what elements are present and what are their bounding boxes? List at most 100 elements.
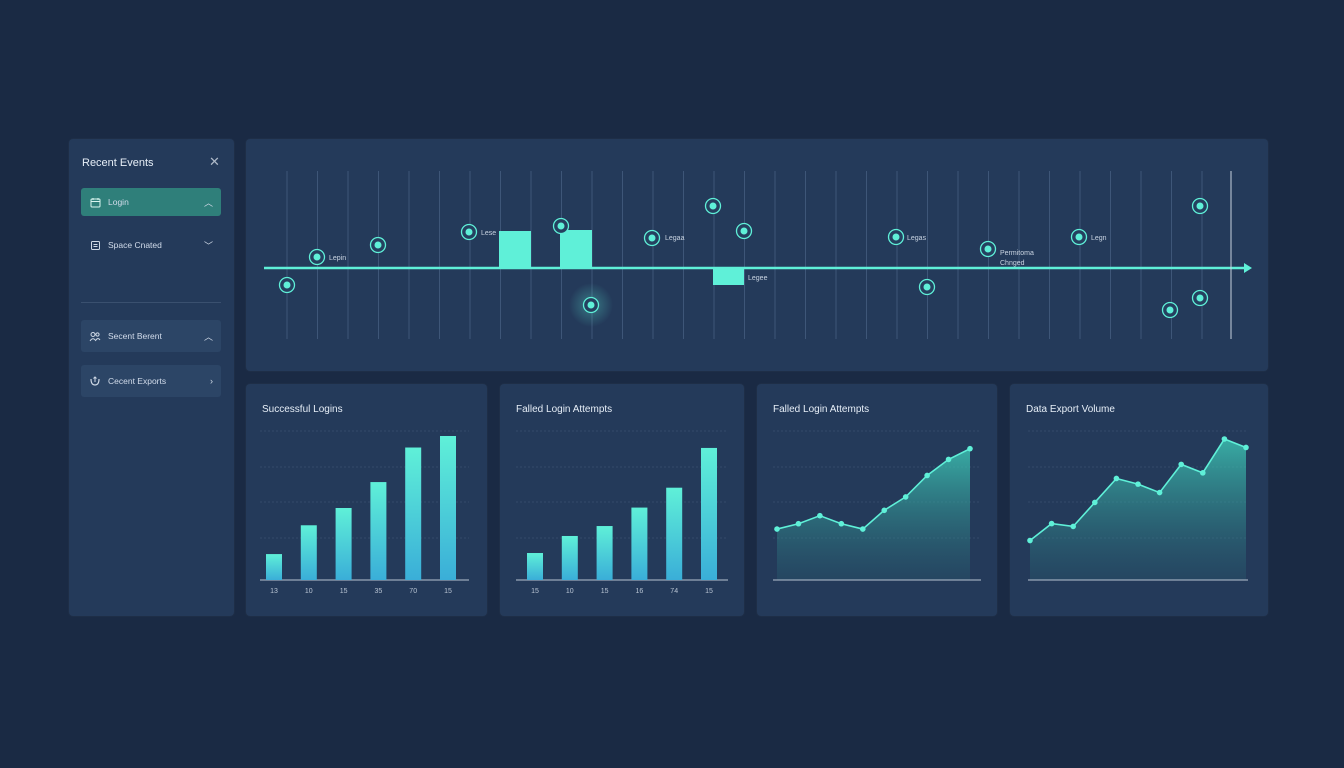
data-export-volume-card: Data Export Volume bbox=[1010, 384, 1268, 616]
x-tick-label: 15 bbox=[444, 588, 452, 595]
timeline-event-dot bbox=[709, 202, 717, 210]
data-point[interactable] bbox=[1113, 475, 1120, 482]
x-tick-label: 35 bbox=[375, 588, 383, 595]
successful-logins-chart: 13 10 15 35 70 15 bbox=[260, 430, 469, 595]
failed-login-attempts-area-chart bbox=[773, 430, 981, 581]
bar[interactable] bbox=[596, 526, 613, 580]
data-point[interactable] bbox=[1027, 537, 1033, 544]
area-fill bbox=[1030, 439, 1246, 580]
timeline-label: Lese bbox=[481, 230, 496, 237]
bar[interactable] bbox=[405, 447, 422, 580]
bar[interactable] bbox=[370, 482, 387, 580]
timeline-event-dot bbox=[587, 301, 595, 309]
data-point[interactable] bbox=[1200, 470, 1206, 476]
data-point[interactable] bbox=[1092, 499, 1098, 506]
card-title: Successful Logins bbox=[262, 404, 343, 415]
area-fill bbox=[777, 448, 970, 580]
timeline-event-dot bbox=[1166, 306, 1174, 314]
bar[interactable] bbox=[631, 507, 648, 580]
timeline-event-dot bbox=[1075, 233, 1083, 241]
chevron-up-icon: ︿ bbox=[203, 197, 213, 208]
timeline-label: Legaa bbox=[665, 235, 685, 242]
close-icon[interactable]: ✕ bbox=[209, 154, 220, 169]
sidebar-item-label: Login bbox=[108, 197, 129, 207]
sidebar-item-label: Space Cnated bbox=[108, 240, 162, 250]
failed-login-attempts-bar-card: 15 10 15 16 74 15 Falled Login Attempts bbox=[500, 384, 744, 616]
data-point[interactable] bbox=[1070, 523, 1076, 530]
data-point[interactable] bbox=[1221, 436, 1228, 442]
timeline-event-block[interactable] bbox=[499, 231, 531, 268]
successful-logins-card: 13 10 15 35 70 15 Successful Logins bbox=[246, 384, 487, 616]
chevron-right-icon: › bbox=[210, 376, 213, 386]
data-point[interactable] bbox=[1135, 481, 1141, 487]
timeline-event-block[interactable] bbox=[560, 230, 592, 268]
timeline-svg: Lepin Lese Legaa Legee Legas Permitoma C… bbox=[264, 171, 1252, 339]
sidebar-item-secent-berent[interactable]: Secent Berent ︿ bbox=[81, 320, 221, 352]
data-point[interactable] bbox=[1178, 461, 1184, 468]
data-point[interactable] bbox=[817, 512, 823, 519]
export-icon bbox=[89, 375, 101, 387]
card-title: Data Export Volume bbox=[1026, 404, 1115, 415]
card-title: Falled Login Attempts bbox=[516, 404, 613, 415]
data-point[interactable] bbox=[902, 494, 909, 500]
x-tick-label: 70 bbox=[409, 588, 417, 595]
timeline-label: Chnged bbox=[1000, 260, 1025, 267]
sidebar-divider bbox=[81, 302, 221, 303]
data-point[interactable] bbox=[795, 520, 802, 527]
data-export-volume-chart bbox=[1027, 430, 1249, 581]
data-point[interactable] bbox=[967, 445, 973, 452]
data-point[interactable] bbox=[1243, 444, 1249, 451]
recent-events-panel: Recent Events ✕ Login ︿ Space Cnated ﹀ S… bbox=[69, 139, 234, 616]
data-point[interactable] bbox=[881, 507, 888, 514]
x-tick-label: 13 bbox=[270, 588, 278, 595]
data-point[interactable] bbox=[924, 472, 930, 479]
sidebar-item-login[interactable]: Login ︿ bbox=[81, 188, 221, 216]
timeline-label: Legn bbox=[1091, 235, 1107, 242]
timeline-event-dot bbox=[374, 241, 382, 249]
timeline-label: Permitoma bbox=[1000, 250, 1034, 257]
data-point[interactable] bbox=[1048, 520, 1055, 527]
x-tick-label: 15 bbox=[601, 588, 609, 595]
event-timeline: Lepin Lese Legaa Legee Legas Permitoma C… bbox=[246, 139, 1268, 371]
bar[interactable] bbox=[335, 508, 352, 580]
timeline-event-dot bbox=[465, 228, 473, 236]
series-line bbox=[776, 447, 971, 530]
timeline-event-dot bbox=[923, 283, 931, 291]
timeline-event-dot bbox=[892, 233, 900, 241]
timeline-event-dot bbox=[1196, 294, 1204, 302]
bar[interactable] bbox=[561, 535, 578, 580]
timeline-event-dot bbox=[984, 245, 992, 253]
document-icon bbox=[89, 239, 101, 251]
data-point[interactable] bbox=[774, 526, 780, 532]
timeline-gridlines bbox=[286, 171, 1203, 339]
data-point[interactable] bbox=[859, 526, 866, 532]
timeline-event-dot bbox=[648, 234, 656, 242]
sidebar-item-space-created[interactable]: Space Cnated ﹀ bbox=[81, 231, 221, 259]
bar[interactable] bbox=[666, 487, 683, 580]
sidebar-title: Recent Events bbox=[82, 157, 154, 169]
timeline-label: Lepin bbox=[329, 255, 346, 262]
timeline-event-block[interactable] bbox=[713, 268, 744, 285]
sidebar-item-label: Cecent Exports bbox=[108, 376, 167, 386]
sidebar-item-cecent-exports[interactable]: Cecent Exports › bbox=[81, 365, 221, 397]
timeline-event-dot bbox=[740, 227, 748, 235]
users-icon bbox=[89, 330, 101, 342]
bar[interactable] bbox=[701, 447, 717, 580]
timeline-event-dot bbox=[313, 253, 321, 261]
bar[interactable] bbox=[440, 436, 456, 580]
timeline-label: Legee bbox=[748, 275, 768, 282]
bar[interactable] bbox=[266, 554, 282, 580]
x-tick-label: 16 bbox=[636, 588, 644, 595]
data-point[interactable] bbox=[838, 520, 845, 527]
data-point[interactable] bbox=[945, 456, 952, 463]
bar[interactable] bbox=[300, 525, 317, 580]
bar[interactable] bbox=[527, 553, 543, 580]
timeline-event-dot bbox=[557, 222, 565, 230]
data-point[interactable] bbox=[1156, 489, 1163, 496]
chevron-down-icon: ﹀ bbox=[203, 240, 213, 251]
x-tick-label: 15 bbox=[531, 588, 539, 595]
x-tick-label: 15 bbox=[340, 588, 348, 595]
failed-login-attempts-area-card: Falled Login Attempts bbox=[757, 384, 997, 616]
chevron-up-icon: ︿ bbox=[203, 331, 213, 342]
sidebar-item-label: Secent Berent bbox=[108, 331, 162, 341]
